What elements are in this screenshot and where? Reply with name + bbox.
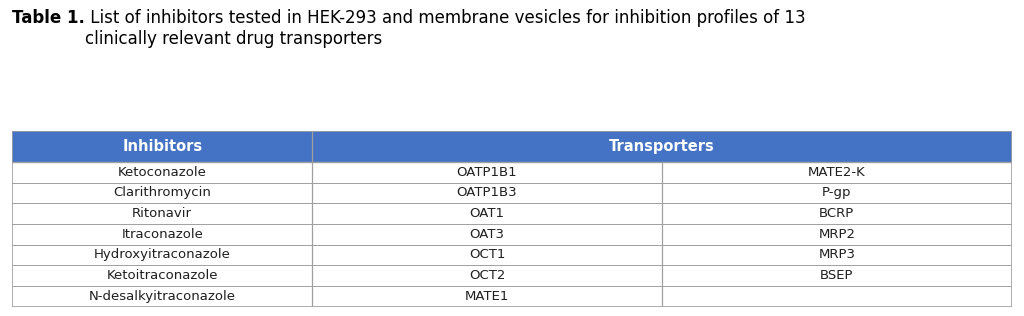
- Text: MRP2: MRP2: [818, 228, 855, 241]
- Text: Ketoconazole: Ketoconazole: [118, 166, 207, 179]
- Bar: [12, 203, 1012, 224]
- Bar: [12, 245, 1012, 265]
- Text: Inhibitors: Inhibitors: [122, 139, 203, 154]
- Text: OCT2: OCT2: [469, 269, 505, 282]
- Text: Clarithromycin: Clarithromycin: [114, 186, 211, 199]
- Bar: [12, 131, 1012, 162]
- Text: MATE2-K: MATE2-K: [808, 166, 865, 179]
- Bar: [12, 286, 1012, 307]
- Text: BSEP: BSEP: [820, 269, 854, 282]
- Text: MRP3: MRP3: [818, 248, 855, 261]
- Text: N-desalkyitraconazole: N-desalkyitraconazole: [89, 290, 236, 303]
- Text: Ketoitraconazole: Ketoitraconazole: [106, 269, 218, 282]
- Text: Hydroxyitraconazole: Hydroxyitraconazole: [94, 248, 230, 261]
- Text: Ritonavir: Ritonavir: [132, 207, 193, 220]
- Text: MATE1: MATE1: [465, 290, 509, 303]
- Text: Itraconazole: Itraconazole: [121, 228, 203, 241]
- Text: OCT1: OCT1: [469, 248, 505, 261]
- Text: P-gp: P-gp: [822, 186, 852, 199]
- Text: OAT1: OAT1: [470, 207, 505, 220]
- Text: Transporters: Transporters: [609, 139, 715, 154]
- Text: Table 1.: Table 1.: [12, 9, 85, 27]
- Text: OATP1B3: OATP1B3: [457, 186, 517, 199]
- Bar: [12, 162, 1012, 183]
- Text: BCRP: BCRP: [819, 207, 854, 220]
- Text: List of inhibitors tested in HEK-293 and membrane vesicles for inhibition profil: List of inhibitors tested in HEK-293 and…: [85, 9, 806, 48]
- Bar: [12, 183, 1012, 203]
- Text: OATP1B1: OATP1B1: [457, 166, 517, 179]
- Text: OAT3: OAT3: [470, 228, 505, 241]
- Bar: [12, 224, 1012, 245]
- Bar: [12, 265, 1012, 286]
